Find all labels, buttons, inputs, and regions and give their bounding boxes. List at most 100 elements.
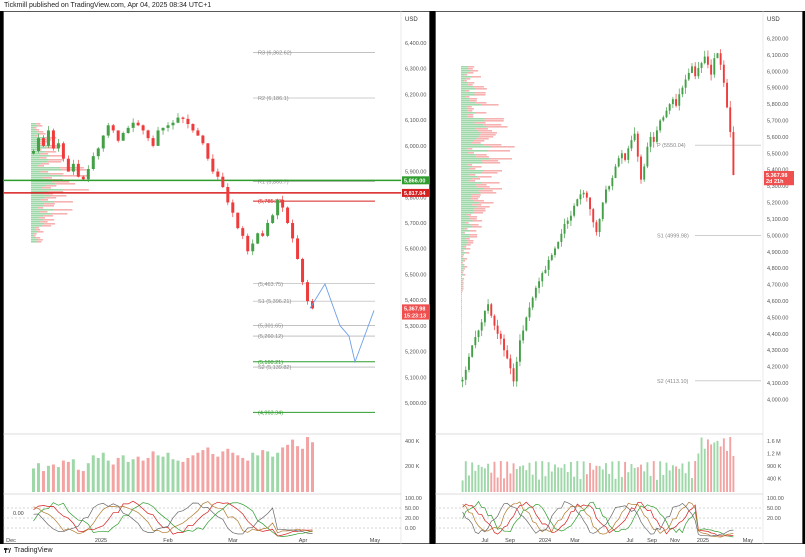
volume-profile-bar-up	[31, 197, 45, 199]
volume-bar	[509, 473, 512, 492]
candle-body	[640, 156, 642, 180]
candle-body	[101, 135, 105, 149]
volume-bar	[206, 447, 210, 492]
volume-profile-bar-down	[467, 114, 474, 116]
volume-profile-bar-down	[490, 146, 515, 148]
left-currency-label: USD	[405, 17, 418, 23]
volume-profile-bar-down	[476, 206, 490, 208]
pivot-level-label: R1 (5,860.7)	[258, 180, 289, 186]
price-badge-text: 5,866.00	[404, 178, 425, 184]
y-tick-label: 4,100.00	[767, 381, 788, 387]
candle-body	[464, 369, 467, 380]
volume-bar	[490, 472, 493, 492]
volume-profile-bar-down	[478, 190, 493, 192]
left-chart-panel[interactable]: USD R3 (6,362.62) R2 (6,186.1) R1 (5,860.7…	[2, 10, 432, 545]
volume-profile-bar-up	[461, 208, 475, 210]
volume-profile-bar-up	[461, 90, 466, 92]
candle-body	[306, 282, 310, 302]
volume-profile-bar-down	[37, 207, 44, 209]
candle-body	[61, 143, 65, 159]
volume-profile-bar-up	[31, 149, 37, 151]
y-tick-label: 4,700.00	[767, 283, 788, 289]
volume-profile-bar-down	[461, 318, 462, 320]
volume-profile-bar-down	[468, 82, 475, 84]
volume-bar	[496, 477, 499, 492]
volume-profile-bar-up	[31, 131, 38, 133]
oscillator-axis-label: 20.00	[767, 516, 781, 522]
volume-profile-bar-down	[475, 184, 487, 186]
volume-profile-bar-down	[42, 225, 52, 227]
volume-profile-bar-down	[471, 194, 481, 196]
left-chart-background	[3, 11, 430, 544]
volume-profile-bar-up	[461, 224, 471, 226]
volume-profile-bar-down	[38, 217, 45, 219]
volume-profile-bar-down	[461, 370, 462, 372]
right-chart-svg[interactable]: USD P (5550.04)S1 (4999.98)S2 (4113.10) …	[434, 10, 804, 545]
oscillator-line	[33, 500, 313, 537]
volume-profile-bar-down	[483, 124, 502, 126]
candle-body	[141, 125, 145, 131]
volume-bar	[640, 464, 642, 492]
volume-bar	[665, 462, 668, 492]
y-tick-label: 5,700.00	[767, 119, 788, 125]
volume-profile-bar-down	[461, 326, 462, 328]
volume-profile-bar-down	[480, 132, 498, 134]
volume-profile-bar-up	[461, 148, 468, 150]
candle-body	[487, 304, 490, 311]
volume-profile-bar-down	[50, 195, 67, 197]
volume-profile-bar-down	[461, 348, 462, 350]
volume-profile-bar-up	[461, 232, 464, 234]
volume-profile-bar-up	[461, 128, 476, 130]
volume-profile-bar-up	[31, 181, 53, 183]
volume-profile-bar-up	[31, 163, 41, 165]
volume-bar	[256, 455, 260, 492]
volume-bar	[291, 439, 295, 492]
candle-body	[191, 124, 195, 131]
volume-profile-bar-down	[461, 296, 462, 298]
volume-profile-bar-up	[31, 159, 49, 161]
volume-profile-bar-up	[461, 76, 472, 78]
volume-bar	[231, 452, 235, 492]
candle-body	[617, 158, 620, 167]
volume-profile-bar-up	[31, 195, 51, 197]
volume-profile-bar-down	[462, 282, 464, 284]
candle-body	[236, 212, 240, 229]
volume-profile-bar-down	[468, 174, 476, 176]
candle-body	[675, 99, 678, 106]
volume-bar	[608, 473, 611, 492]
volume-profile-bar-down	[38, 165, 45, 167]
volume-profile-bar-up	[461, 94, 475, 96]
right-volume-profile	[461, 66, 515, 382]
candle-body	[643, 166, 646, 180]
left-chart-svg[interactable]: USD R3 (6,362.62) R2 (6,186.1) R1 (5,860.7…	[2, 10, 432, 545]
volume-profile-bar-down	[40, 221, 48, 223]
volume-profile-bar-up	[461, 152, 469, 154]
volume-profile-bar-up	[31, 161, 48, 163]
candle-body	[91, 156, 95, 169]
volume-profile-bar-down	[472, 204, 482, 206]
candle-body	[46, 130, 50, 146]
volume-profile-bar-up	[31, 185, 45, 187]
volume-bar	[534, 461, 537, 492]
volume-bar	[216, 456, 220, 492]
volume-bar	[236, 455, 240, 492]
volume-profile-bar-up	[31, 123, 37, 125]
right-chart-panel[interactable]: USD P (5550.04) S1 (4999.98) S2 (4113.10) …	[434, 10, 804, 545]
candle-body	[706, 56, 709, 65]
x-tick-label: Sep	[647, 538, 657, 544]
volume-profile-bar-down	[467, 148, 473, 150]
volume-profile-bar-up	[31, 151, 45, 153]
volume-profile-bar-down	[472, 220, 483, 222]
candle-body	[226, 187, 230, 203]
volume-profile-bar-up	[461, 216, 470, 218]
volume-bar	[166, 452, 170, 492]
volume-profile-bar-up	[461, 82, 469, 84]
x-tick-label: Jul	[481, 538, 488, 544]
candle-body	[601, 202, 604, 219]
volume-profile-bar-up	[461, 284, 463, 286]
volume-profile-bar-up	[31, 235, 34, 237]
volume-profile-bar-down	[489, 158, 512, 160]
volume-bar	[620, 476, 623, 492]
candle-body	[31, 151, 35, 154]
volume-bar	[662, 474, 665, 492]
